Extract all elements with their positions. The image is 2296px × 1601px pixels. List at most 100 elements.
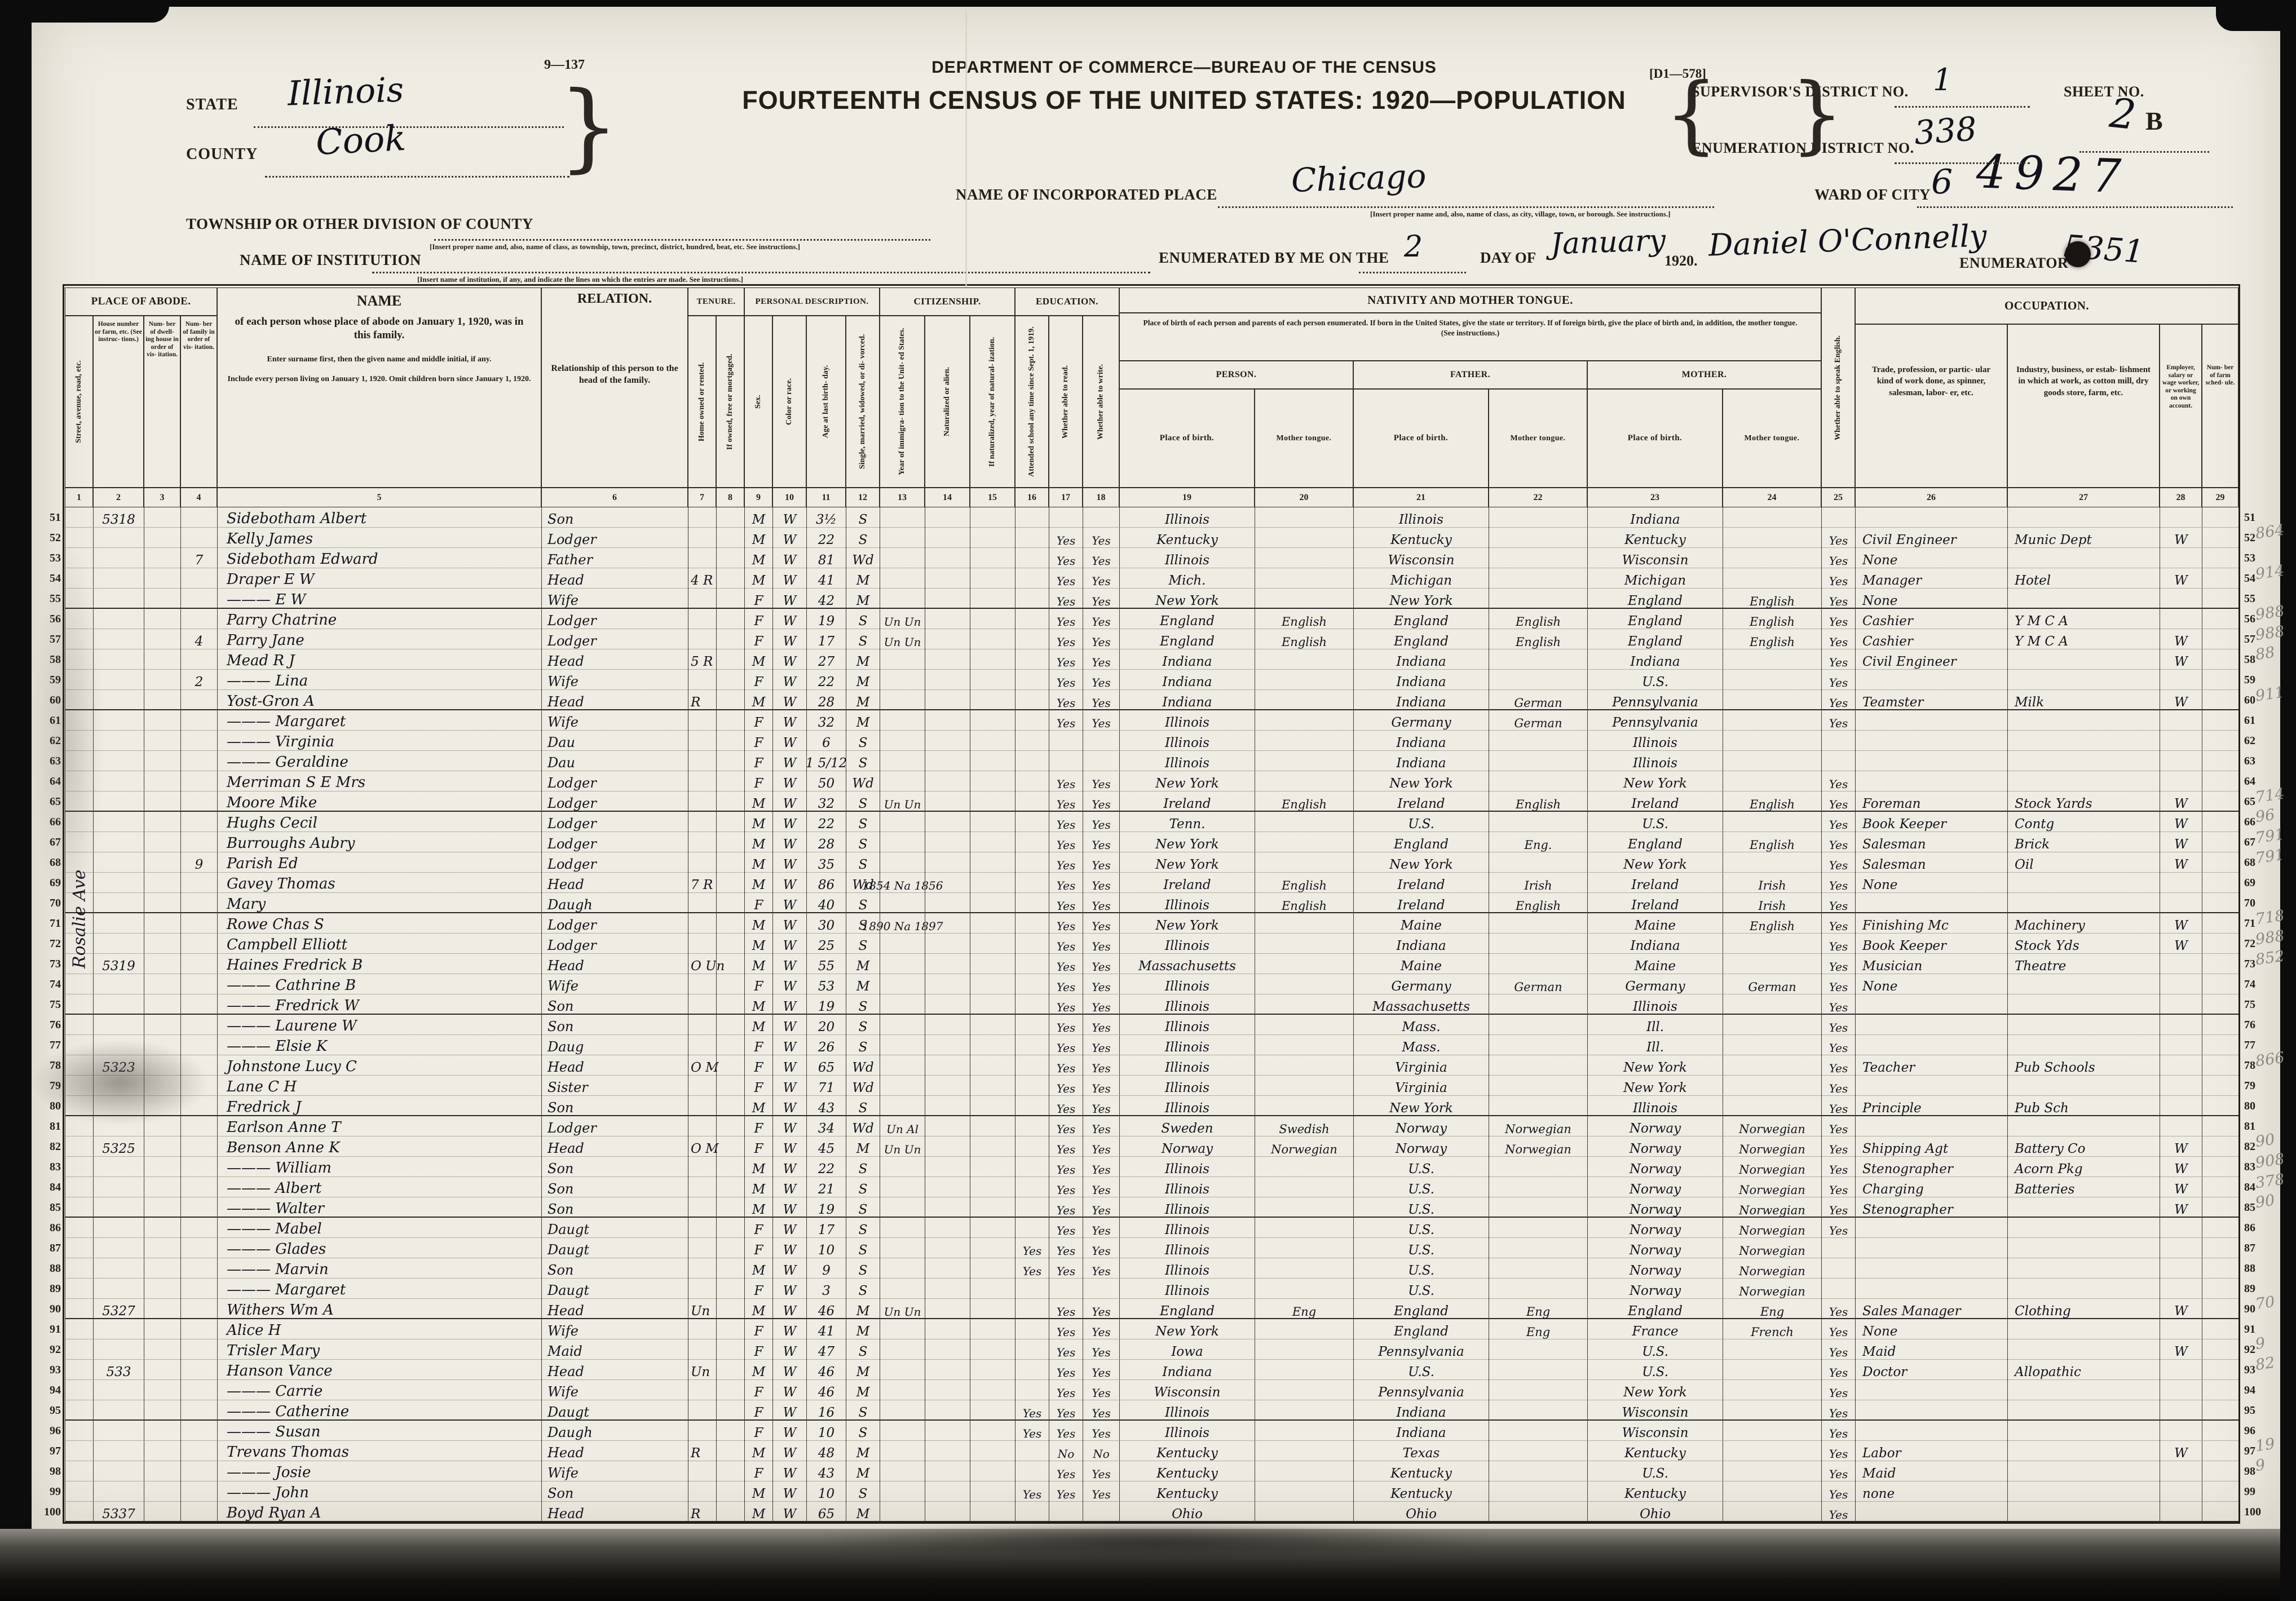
col-number: 4 (180, 488, 217, 507)
row-cell: S (846, 1238, 880, 1258)
row-cell (716, 670, 744, 690)
row-cell (2007, 751, 2160, 771)
row-cell: Indiana (1119, 690, 1255, 710)
row-cell: W (772, 507, 806, 528)
row-cell (1723, 1400, 1821, 1421)
row-cell: M (846, 690, 880, 710)
row-cell: Kentucky (1587, 528, 1723, 548)
row-cell (144, 568, 180, 589)
row-cell: Indiana (1353, 934, 1489, 954)
row-cell: New York (1587, 1380, 1723, 1400)
row-cell: Indiana (1587, 934, 1723, 954)
col2-header: House number or farm, etc. (See instruc-… (93, 316, 144, 488)
row-cell (180, 710, 217, 731)
row-cell: Pennsylvania (1353, 1380, 1489, 1400)
row-cell: M (846, 710, 880, 731)
row-cell (2007, 1258, 2160, 1279)
row-cell: 86 (806, 873, 846, 893)
nativity-mother: MOTHER. (1587, 361, 1821, 389)
col-number: 5 (217, 488, 541, 507)
row-cell (716, 1238, 744, 1258)
row-cell: Yes (1083, 1136, 1119, 1157)
line-number-right: 77 (2244, 1038, 2255, 1051)
row-cell (93, 1116, 144, 1136)
row-cell (970, 731, 1015, 751)
line-number-left: 65 (50, 795, 61, 808)
table-row: 5319 Haines Fredrick B Head O Un M W 55 M Yes Yes… (65, 954, 2238, 974)
line-number-right: 55 (2244, 592, 2255, 605)
row-cell (880, 690, 925, 710)
row-cell: W (2160, 812, 2202, 832)
row-cell (2202, 670, 2238, 690)
row-cell (716, 832, 744, 852)
line-number-left: 51 (50, 511, 61, 524)
row-cell (144, 954, 180, 974)
row-cell (970, 1339, 1015, 1360)
row-cell (1255, 1035, 1353, 1055)
row-cell (65, 1319, 93, 1339)
row-cell (970, 1116, 1015, 1136)
row-cell: Yes (1821, 1339, 1855, 1360)
row-cell: England (1353, 1319, 1489, 1339)
row-cell (925, 1076, 970, 1096)
row-cell (1015, 954, 1049, 974)
row-cell (880, 1055, 925, 1076)
table-row: Hughs Cecil Lodger M W 22 S Yes Yes Tenn. U.S. U.S… (65, 812, 2238, 832)
row-cell: Yes (1083, 1481, 1119, 1502)
col-number: 21 (1353, 488, 1489, 507)
row-cell (2007, 1076, 2160, 1096)
row-cell (144, 1197, 180, 1218)
row-cell: 5325 (93, 1136, 144, 1157)
scan-smudge-left (33, 1040, 207, 1125)
row-cell (925, 629, 970, 649)
line-number-right: 80 (2244, 1099, 2255, 1112)
row-cell (2202, 1360, 2238, 1380)
father-pob-header: Place of birth. (1353, 389, 1489, 488)
row-cell: Yes (1821, 528, 1855, 548)
row-cell: 1854 Na 1856 (862, 873, 943, 893)
row-cell (1855, 1076, 2007, 1096)
line-number-right: 87 (2244, 1241, 2255, 1254)
row-cell (93, 812, 144, 832)
row-cell (144, 1481, 180, 1502)
row-cell (180, 1218, 217, 1238)
row-cell: 1 5/12 (806, 751, 847, 771)
row-cell: Yes (1821, 1502, 1855, 1522)
row-cell (1821, 1258, 1855, 1279)
row-cell (1489, 649, 1587, 670)
row-cell: M (744, 690, 772, 710)
row-cell (1015, 1157, 1049, 1177)
row-cell (2202, 913, 2238, 934)
row-cell: Illinois (1119, 1157, 1255, 1177)
row-cell: Yes (1821, 649, 1855, 670)
row-cell: 9 (180, 852, 217, 873)
row-cell (93, 1319, 144, 1339)
row-cell: Civil Engineer (1855, 528, 2007, 548)
sheet-value: 2 (2107, 89, 2139, 139)
row-cell: None (1855, 589, 2007, 609)
row-cell: Ohio (1119, 1502, 1255, 1522)
row-cell: Illinois (1119, 1096, 1255, 1116)
row-cell (925, 1218, 970, 1238)
row-cell (880, 1177, 925, 1197)
row-cell: Yes (1083, 710, 1119, 731)
row-cell: Yes (1049, 1481, 1083, 1502)
row-cell: U.S. (1587, 1360, 1723, 1380)
row-cell (880, 1096, 925, 1116)
row-cell: M (744, 548, 772, 568)
row-cell (65, 1502, 93, 1522)
row-cell: 22 (806, 812, 846, 832)
row-cell (180, 1157, 217, 1177)
row-cell: England (1119, 609, 1255, 629)
col3-header: Num- ber of dwell- ing house in order of… (144, 316, 180, 488)
row-cell (2007, 1339, 2160, 1360)
row-cell (688, 1279, 716, 1299)
row-cell (925, 1177, 970, 1197)
row-cell: S (846, 629, 880, 649)
row-cell (970, 609, 1015, 629)
table-row: ——— Josie Wife F W 43 M Yes Yes Kentucky Kentucky… (65, 1461, 2238, 1481)
row-cell (2160, 1481, 2202, 1502)
row-cell: No (1083, 1441, 1119, 1461)
row-cell: Wife (541, 670, 688, 690)
row-cell (65, 954, 93, 974)
